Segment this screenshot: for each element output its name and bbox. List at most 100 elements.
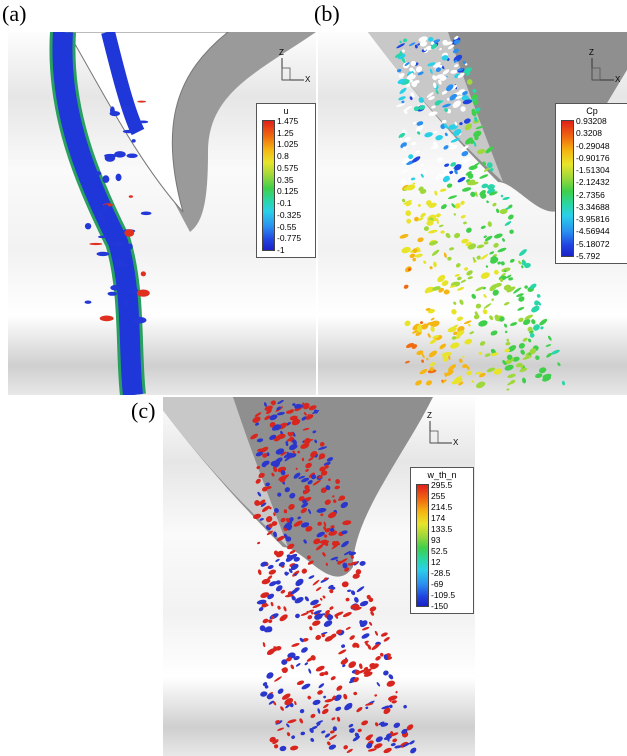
vortex-blob [304,662,309,666]
colorbar-label: 1.475 [277,116,298,126]
vortex-blob [433,130,438,134]
vortex-blob [500,261,505,267]
vortex-blob [505,342,511,346]
vortex-blob [534,355,540,361]
vortex-blob [419,368,428,375]
vortex-blob [347,660,357,670]
triad-box [592,68,600,80]
vortex-blob [133,317,147,324]
vortex-blob [510,321,518,326]
vortex-blob [290,664,295,670]
vortex-blob [269,612,280,620]
vortex-blob [321,730,326,734]
vortex-blob [294,701,297,706]
vortex-blob [358,663,363,669]
vortex-blob [491,298,494,301]
triad-box [282,68,290,80]
vortex-blob [345,597,350,602]
panel-label: (a) [2,2,26,26]
vortex-blob [428,349,439,358]
vortex-blob [105,154,116,162]
vortex-blob [423,260,427,264]
vortex-blob [291,735,296,740]
vortex-blob [341,581,349,588]
vortex-blob [308,575,315,580]
colorbar-strip [262,120,275,251]
vortex-blob [401,100,405,103]
vortex-blob [321,708,330,716]
vortex-blob [283,606,287,612]
vortex-blob [299,708,305,714]
vortex-blob [257,569,262,575]
vortex-blob [138,120,148,123]
axis-triad: ZX [580,48,620,88]
vortex-blob [504,330,507,333]
vortex-blob [273,744,279,749]
vortex-blob [370,611,375,617]
vortex-blob [126,153,137,158]
vortex-blob [96,252,109,256]
vortex-blob [100,315,114,321]
vortex-blob [304,596,310,603]
vortex-blob [458,358,463,363]
colorbar-label: -28.5 [431,568,450,578]
vortex-blob [477,319,488,327]
vortex-blob [501,238,505,243]
colorbar-label: 174 [431,513,445,523]
vortex-blob [427,333,432,338]
vortex-blob [438,343,446,351]
vortex-blob [479,173,489,179]
vortex-blob [456,316,464,322]
vortex-blob [408,177,411,180]
vortex-blob [464,338,473,346]
vortex-blob [414,253,423,258]
vortex-blob [322,595,326,599]
vortex-blob [330,675,336,681]
vortex-blob [425,379,433,386]
vortex-blob [430,317,435,321]
vortex-blob [480,253,489,261]
vortex-blob [411,142,417,146]
colorbar-label: 93 [431,535,440,545]
vortex-blob [374,655,381,661]
vortex-blob [404,105,412,111]
vortex-blob [519,349,525,356]
axis-label-z: Z [279,48,284,57]
vortex-blob [396,103,406,108]
colorbar-label: 295.5 [431,480,452,490]
vortex-blob [493,233,503,240]
vortex-blob [507,373,516,379]
vortex-blob [388,673,395,680]
vortex-blob [401,169,408,174]
vortex-blob [95,171,102,175]
vortex-blob [315,586,321,592]
vortex-blob [300,646,309,654]
vortex-blob [522,337,529,343]
colorbar-label: -0.29048 [576,141,610,151]
vortex-blob [501,194,504,197]
vortex-blob [409,746,417,754]
vortex-blob [122,105,131,111]
vortex-blob [457,176,466,183]
vortex-blob [360,719,368,726]
vortex-blob [492,242,499,249]
vortex-blob [277,727,285,732]
vortex-blob [291,642,300,647]
vortex-blob [319,597,323,601]
vortex-blob [451,336,456,340]
vortex-blob [310,737,315,742]
vortex-blob [331,717,336,721]
vortex-blob [375,735,384,743]
vortex-blob [301,567,308,574]
vortex-blob [335,706,342,712]
vortex-blob [322,703,329,709]
vortex-blob [518,260,522,265]
vortex-blob [402,198,406,202]
panel: w_th_n295.5255214.5174133.59352.512-28.5… [163,397,475,756]
vortex-blob [533,299,540,306]
vortex-blob [487,221,492,227]
vortex-blob [530,304,541,313]
vortex-blob [409,739,416,745]
vortex-blob [420,163,424,167]
colorbar-label: -1 [277,245,285,255]
